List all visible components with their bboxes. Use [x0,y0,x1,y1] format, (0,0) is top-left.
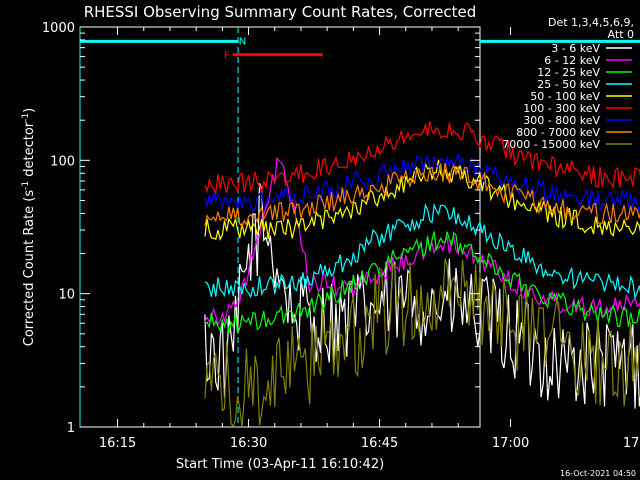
footer-date: 16-Oct-2021 04:50 [560,469,636,478]
legend-header-1: Det 1,3,4,5,6,9, [548,16,634,29]
y-tick-label: 10 [58,288,75,303]
flag-label-n: N [239,37,246,48]
x-tick-label: 16:30 [230,436,267,451]
series-line-7 [204,153,640,214]
series-line-8 [204,162,640,228]
legend-label: 50 - 100 keV [530,90,600,103]
series-line-9 [204,258,640,428]
series-group [204,121,640,428]
flag-markers: NF [224,37,323,62]
x-tick-label: 16:15 [99,436,136,451]
series-line-1 [204,183,640,409]
legend-label: 6 - 12 keV [544,54,600,67]
plot-frame [79,26,481,428]
series-line-2 [204,156,640,327]
y-tick-label: 1000 [42,21,75,36]
orbit-markers [79,27,640,427]
series-line-5 [204,159,640,241]
series-line-4 [204,202,640,300]
legend-label: 7000 - 15000 keV [502,138,600,151]
x-tick-label: 17:15 [623,436,640,451]
legend-label: 3 - 6 keV [551,42,600,55]
legend-header-2: Att 0 [608,28,634,41]
x-axis-label: Start Time (03-Apr-11 16:10:42) [176,457,384,472]
y-axis: 1 10 100 1000 [42,21,480,436]
series-line-3 [204,231,640,334]
chart-title: RHESSI Observing Summary Count Rates, Co… [84,3,477,21]
legend-label: 100 - 300 keV [523,102,600,115]
x-tick-label: 16:45 [361,436,398,451]
legend-label: 25 - 50 keV [537,78,600,91]
legend-label: 300 - 800 keV [523,114,600,127]
flag-label-f: F [224,51,230,62]
x-tick-label: 17:00 [492,436,529,451]
y-tick-label: 1 [67,421,75,436]
y-axis-label: Corrected Count Rate (s-1 detector-1) [21,108,37,346]
legend-label: 800 - 7000 keV [516,126,600,139]
legend-label: 12 - 25 keV [537,66,600,79]
y-tick-label: 100 [50,154,75,169]
series-line-6 [204,121,640,196]
